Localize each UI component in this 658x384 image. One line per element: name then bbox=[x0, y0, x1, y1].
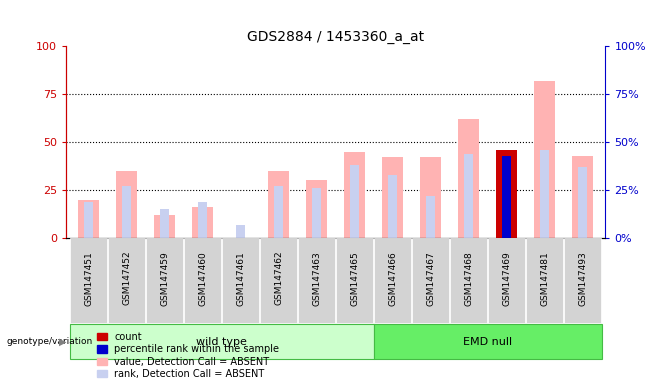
Text: GSM147466: GSM147466 bbox=[388, 251, 397, 306]
Bar bbox=[572, 156, 593, 238]
Text: ▶: ▶ bbox=[59, 337, 66, 347]
Text: GSM147459: GSM147459 bbox=[160, 251, 169, 306]
Bar bbox=[312, 188, 321, 238]
Bar bbox=[344, 152, 365, 238]
Bar bbox=[464, 154, 473, 238]
Bar bbox=[426, 196, 436, 238]
Bar bbox=[578, 167, 588, 238]
Text: wild type: wild type bbox=[196, 337, 247, 347]
Bar bbox=[192, 207, 213, 238]
Text: GSM147462: GSM147462 bbox=[274, 251, 283, 305]
Bar bbox=[502, 156, 511, 238]
Text: GSM147481: GSM147481 bbox=[540, 251, 549, 306]
Bar bbox=[122, 186, 132, 238]
Bar bbox=[413, 238, 449, 323]
Bar bbox=[268, 171, 289, 238]
Bar bbox=[184, 238, 221, 323]
Text: GSM147468: GSM147468 bbox=[464, 251, 473, 306]
Bar bbox=[198, 202, 207, 238]
Bar bbox=[274, 186, 284, 238]
Text: GSM147469: GSM147469 bbox=[502, 251, 511, 306]
Bar bbox=[160, 209, 169, 238]
Text: GSM147452: GSM147452 bbox=[122, 251, 131, 305]
Text: GSM147461: GSM147461 bbox=[236, 251, 245, 306]
Bar bbox=[382, 157, 403, 238]
Bar bbox=[109, 238, 145, 323]
Bar bbox=[146, 238, 183, 323]
Bar bbox=[450, 238, 487, 323]
Bar bbox=[298, 238, 335, 323]
Bar bbox=[374, 324, 601, 359]
Text: GSM147463: GSM147463 bbox=[312, 251, 321, 306]
Bar bbox=[222, 238, 259, 323]
Bar bbox=[420, 157, 441, 238]
Text: GSM147467: GSM147467 bbox=[426, 251, 435, 306]
Bar bbox=[236, 225, 245, 238]
Bar bbox=[70, 324, 374, 359]
Text: GSM147460: GSM147460 bbox=[198, 251, 207, 306]
Bar bbox=[336, 238, 373, 323]
Bar bbox=[488, 238, 525, 323]
Bar bbox=[261, 238, 297, 323]
Bar bbox=[496, 150, 517, 238]
Bar bbox=[526, 238, 563, 323]
Text: GSM147465: GSM147465 bbox=[350, 251, 359, 306]
Bar bbox=[565, 238, 601, 323]
Bar bbox=[534, 81, 555, 238]
Text: GSM147451: GSM147451 bbox=[84, 251, 93, 306]
Bar bbox=[84, 202, 93, 238]
Bar bbox=[458, 119, 479, 238]
Bar bbox=[374, 238, 411, 323]
Text: genotype/variation: genotype/variation bbox=[7, 337, 93, 346]
Bar bbox=[388, 175, 397, 238]
Bar bbox=[70, 238, 107, 323]
Bar bbox=[78, 200, 99, 238]
Legend: count, percentile rank within the sample, value, Detection Call = ABSENT, rank, : count, percentile rank within the sample… bbox=[97, 332, 280, 379]
Text: GSM147493: GSM147493 bbox=[578, 251, 587, 306]
Title: GDS2884 / 1453360_a_at: GDS2884 / 1453360_a_at bbox=[247, 30, 424, 44]
Bar bbox=[540, 150, 549, 238]
Bar bbox=[116, 171, 137, 238]
Bar bbox=[350, 165, 359, 238]
Bar bbox=[306, 180, 327, 238]
Bar bbox=[154, 215, 175, 238]
Text: EMD null: EMD null bbox=[463, 337, 512, 347]
